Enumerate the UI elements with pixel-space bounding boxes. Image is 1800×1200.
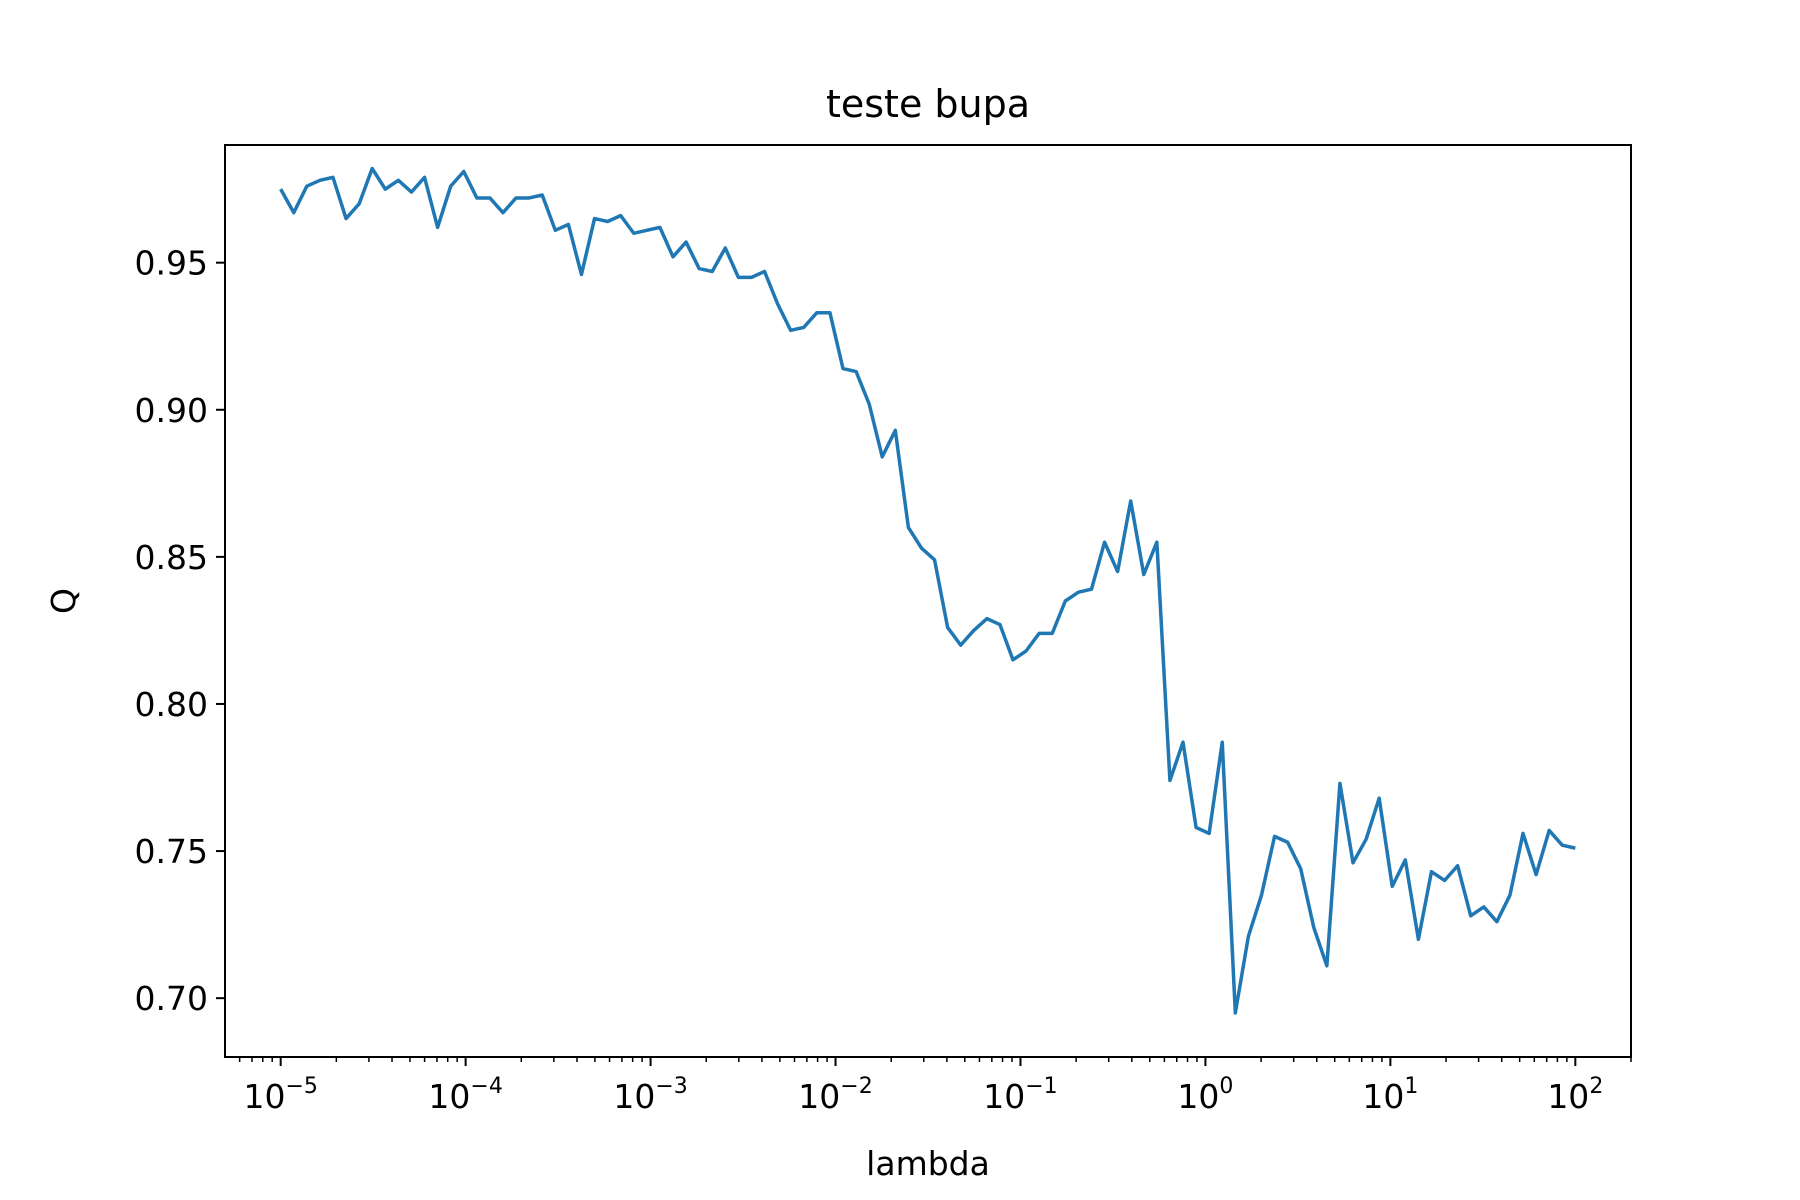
x-tick-label: 10−4 — [428, 1074, 502, 1116]
x-axis-label: lambda — [866, 1144, 990, 1183]
x-tick-base: 10 — [613, 1077, 655, 1116]
chart-title: teste bupa — [826, 82, 1030, 126]
x-tick-exponent: 0 — [1219, 1074, 1233, 1099]
x-axis-minor-ticks — [238, 1057, 1632, 1062]
x-tick-exponent: −1 — [1025, 1074, 1057, 1099]
x-tick-base: 10 — [983, 1077, 1025, 1116]
x-tick-exponent: −3 — [655, 1074, 687, 1099]
x-tick-base: 10 — [243, 1077, 285, 1116]
x-tick-label: 10−2 — [798, 1074, 872, 1116]
x-tick-base: 10 — [1362, 1077, 1404, 1116]
y-tick-label: 0.70 — [135, 979, 208, 1018]
x-axis: 10−5 10−4 10−3 10−2 10−1 100 101 102 — [243, 1057, 1603, 1116]
x-tick-base: 10 — [428, 1077, 470, 1116]
x-tick-label: 10−3 — [613, 1074, 687, 1116]
x-tick-exponent: −4 — [470, 1074, 502, 1099]
y-axis: 0.70 0.75 0.80 0.85 0.90 0.95 — [135, 244, 225, 1018]
plot-frame — [224, 144, 1632, 1058]
y-tick-label: 0.90 — [135, 391, 208, 430]
series-line — [279, 166, 1576, 1015]
x-tick-base: 10 — [1547, 1077, 1589, 1116]
x-tick-base: 10 — [798, 1077, 840, 1116]
y-axis-label: Q — [44, 588, 83, 614]
y-tick-label: 0.95 — [135, 244, 208, 283]
x-tick-exponent: −2 — [840, 1074, 872, 1099]
x-tick-exponent: 2 — [1589, 1074, 1603, 1099]
x-tick-label: 101 — [1362, 1074, 1418, 1116]
y-tick-label: 0.85 — [135, 538, 208, 577]
x-tick-label: 102 — [1547, 1074, 1603, 1116]
y-tick-label: 0.75 — [135, 832, 208, 871]
x-tick-exponent: 1 — [1404, 1074, 1418, 1099]
x-tick-label: 10−5 — [243, 1074, 317, 1116]
y-tick-label: 0.80 — [135, 685, 208, 724]
x-tick-label: 10−1 — [983, 1074, 1057, 1116]
x-tick-base: 10 — [1177, 1077, 1219, 1116]
x-tick-exponent: −5 — [285, 1074, 317, 1099]
x-tick-label: 100 — [1177, 1074, 1233, 1116]
